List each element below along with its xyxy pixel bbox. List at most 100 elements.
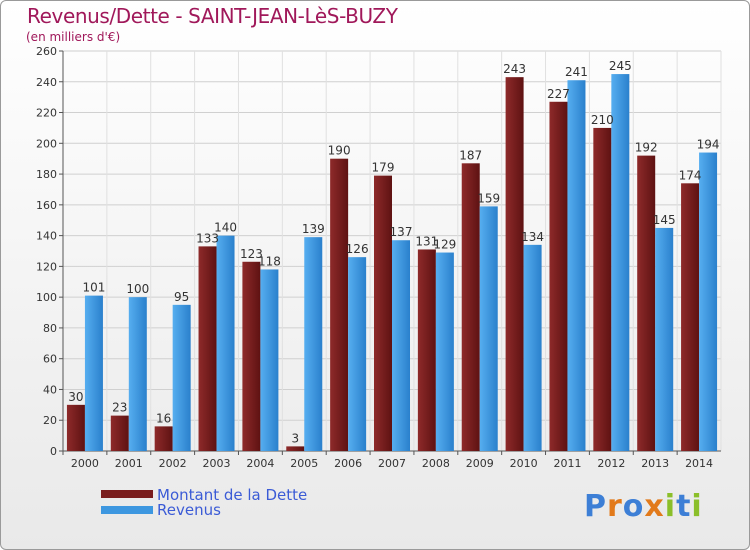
bar-revenus xyxy=(304,237,323,451)
legend-label-dette: Montant de la Dette xyxy=(157,486,308,504)
bar-dette xyxy=(154,426,173,451)
bar-revenus xyxy=(523,244,542,451)
x-tick-label: 2008 xyxy=(422,457,450,470)
bar-dette xyxy=(681,183,700,452)
data-label-revenus: 100 xyxy=(126,282,149,296)
data-label-dette: 131 xyxy=(415,234,438,248)
bar-dette xyxy=(374,175,392,451)
bar-revenus xyxy=(699,152,718,452)
x-tick-label: 2012 xyxy=(597,457,625,470)
y-tick-label: 240 xyxy=(36,76,57,89)
bar-dette xyxy=(330,158,349,451)
y-tick-label: 80 xyxy=(43,322,57,335)
y-tick-label: 100 xyxy=(36,291,57,304)
data-label-dette: 227 xyxy=(547,87,570,101)
data-label-revenus: 145 xyxy=(653,213,676,227)
y-tick-label: 180 xyxy=(36,168,57,181)
bar-dette xyxy=(198,246,217,451)
data-label-dette: 30 xyxy=(68,390,83,404)
x-tick-label: 2014 xyxy=(685,457,713,470)
data-label-dette: 210 xyxy=(591,113,614,127)
bar-dette xyxy=(549,101,568,452)
data-label-dette: 123 xyxy=(240,247,263,261)
y-tick-label: 160 xyxy=(36,199,57,212)
data-label-dette: 174 xyxy=(679,168,702,182)
data-label-revenus: 129 xyxy=(433,238,456,252)
data-label-revenus: 101 xyxy=(82,281,105,295)
x-tick-label: 2006 xyxy=(334,457,362,470)
x-tick-label: 2005 xyxy=(290,457,318,470)
y-tick-label: 200 xyxy=(36,137,57,150)
data-label-dette: 16 xyxy=(156,411,171,425)
data-label-revenus: 134 xyxy=(521,230,544,244)
legend-swatch-dette xyxy=(101,490,153,498)
data-label-dette: 179 xyxy=(372,161,395,175)
bar-revenus xyxy=(260,269,279,451)
data-label-revenus: 245 xyxy=(609,59,632,73)
bar-dette xyxy=(286,446,305,451)
x-tick-label: 2001 xyxy=(115,457,143,470)
y-tick-label: 40 xyxy=(43,383,57,396)
bar-dette xyxy=(417,249,436,451)
bar-revenus xyxy=(567,80,586,451)
y-tick-label: 20 xyxy=(43,414,57,427)
data-label-dette: 192 xyxy=(635,141,658,155)
y-tick-label: 140 xyxy=(36,230,57,243)
bar-dette xyxy=(66,404,85,451)
bar-dette xyxy=(637,155,656,451)
x-tick-label: 2003 xyxy=(203,457,231,470)
bar-revenus xyxy=(435,252,454,451)
x-tick-label: 2007 xyxy=(378,457,406,470)
data-label-dette: 187 xyxy=(459,148,482,162)
data-label-revenus: 159 xyxy=(477,191,500,205)
y-tick-label: 120 xyxy=(36,260,57,273)
bar-dette xyxy=(110,415,129,451)
data-label-revenus: 95 xyxy=(174,290,189,304)
x-tick-label: 2011 xyxy=(553,457,581,470)
x-tick-label: 2009 xyxy=(466,457,494,470)
y-tick-label: 220 xyxy=(36,107,57,120)
bar-revenus xyxy=(172,304,191,451)
x-tick-label: 2004 xyxy=(246,457,274,470)
bar-dette xyxy=(505,77,524,452)
x-tick-label: 2000 xyxy=(71,457,99,470)
bar-revenus xyxy=(216,235,235,451)
data-label-revenus: 139 xyxy=(302,222,325,236)
data-label-revenus: 194 xyxy=(697,138,720,152)
x-tick-label: 2010 xyxy=(510,457,538,470)
bar-revenus xyxy=(348,257,367,451)
chart-title: Revenus/Dette - SAINT-JEAN-LèS-BUZY xyxy=(27,4,398,28)
chart-subtitle: (en milliers d'€) xyxy=(26,30,121,44)
bar-dette xyxy=(461,163,480,452)
bar-revenus xyxy=(655,227,674,451)
data-label-dette: 190 xyxy=(328,144,351,158)
bar-revenus xyxy=(392,240,410,451)
bar-revenus xyxy=(128,297,147,451)
bar-revenus xyxy=(84,295,103,451)
legend-label-revenus: Revenus xyxy=(157,501,221,519)
x-tick-label: 2013 xyxy=(641,457,669,470)
y-tick-label: 60 xyxy=(43,353,57,366)
proxiti-logo: Proxiti xyxy=(584,489,703,524)
bar-dette xyxy=(242,261,261,451)
data-label-revenus: 137 xyxy=(390,225,413,239)
data-label-dette: 3 xyxy=(291,431,299,445)
data-label-revenus: 126 xyxy=(346,242,369,256)
data-label-dette: 243 xyxy=(503,62,526,76)
x-tick-label: 2002 xyxy=(159,457,187,470)
y-tick-label: 0 xyxy=(50,445,57,458)
data-label-revenus: 241 xyxy=(565,65,588,79)
legend-swatch-revenus xyxy=(101,506,153,514)
bar-revenus xyxy=(479,206,498,451)
data-label-revenus: 140 xyxy=(214,221,237,235)
y-axis-ticks: 0 20 40 60 80 100 120 140 160 180 200 220 240 260 xyxy=(36,45,63,458)
bar-revenus xyxy=(611,74,630,452)
x-axis-ticks: 2000 2001 2002 2003 2004 2005 2006 2007 2008 2009… xyxy=(62,451,713,470)
data-label-dette: 133 xyxy=(196,231,219,245)
y-tick-label: 260 xyxy=(36,45,57,58)
data-label-dette: 23 xyxy=(112,401,127,415)
bar-dette xyxy=(593,127,612,451)
